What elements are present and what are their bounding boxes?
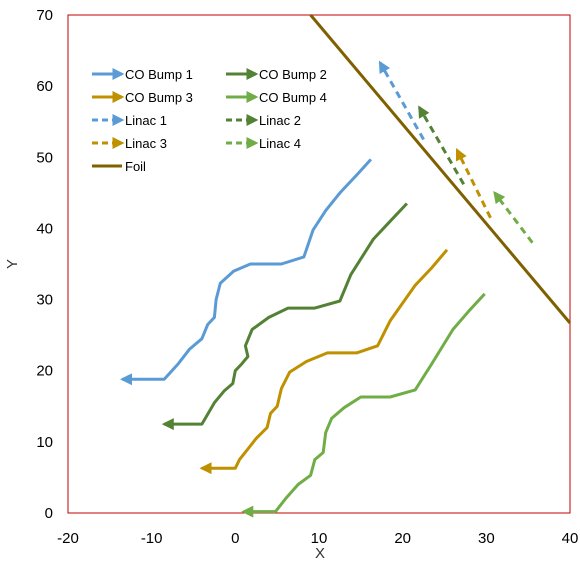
- x-tick-label: 40: [562, 530, 579, 547]
- series-line-linac-1: [378, 60, 425, 141]
- y-tick-label: 40: [36, 220, 53, 237]
- legend-label: CO Bump 4: [259, 90, 327, 105]
- series-line-linac-4: [493, 190, 534, 244]
- series-line-linac-2: [418, 105, 465, 186]
- legend-item-linac-3: Linac 3: [92, 136, 167, 151]
- y-tick-label: 70: [36, 7, 53, 24]
- x-tick-label: -20: [57, 530, 79, 547]
- y-tick-label: 30: [36, 292, 53, 309]
- series-line-co-bump-1: [120, 158, 373, 386]
- y-tick-label: 60: [36, 78, 53, 95]
- x-tick-label: 0: [231, 530, 239, 547]
- legend-item-co-bump-2: CO Bump 2: [226, 67, 327, 82]
- y-tick-label: 50: [36, 149, 53, 166]
- legend-label: CO Bump 3: [125, 90, 193, 105]
- legend-item-co-bump-4: CO Bump 4: [226, 90, 327, 105]
- legend-item-linac-1: Linac 1: [92, 113, 167, 128]
- legend: CO Bump 1 CO Bump 2 CO Bump 3 CO Bump 4 Lina…: [92, 67, 327, 174]
- y-tick-label: 0: [45, 505, 53, 522]
- series-line-linac-3: [455, 148, 492, 219]
- series-line-foil: [309, 14, 572, 324]
- legend-item-co-bump-3: CO Bump 3: [92, 90, 193, 105]
- legend-item-foil: Foil: [92, 159, 146, 174]
- legend-label: Linac 3: [125, 136, 167, 151]
- tick-labels: -20 -10 0 10 20 30 40 0 10 20 30 40 50 60 70: [36, 7, 578, 547]
- legend-item-linac-2: Linac 2: [226, 113, 301, 128]
- x-tick-label: 30: [478, 530, 495, 547]
- x-tick-label: 10: [311, 530, 328, 547]
- y-tick-label: 10: [36, 434, 53, 451]
- plot-area: [67, 14, 571, 514]
- x-axis-title: X: [315, 545, 325, 562]
- legend-label: Linac 4: [259, 136, 301, 151]
- y-tick-label: 20: [36, 363, 53, 380]
- x-tick-label: 20: [394, 530, 411, 547]
- legend-label: Linac 1: [125, 113, 167, 128]
- legend-label: Foil: [125, 159, 146, 174]
- series-line-co-bump-4: [241, 292, 486, 518]
- legend-label: CO Bump 2: [259, 67, 327, 82]
- series-layer: [120, 14, 572, 518]
- x-tick-label: -10: [141, 530, 163, 547]
- legend-item-linac-4: Linac 4: [226, 136, 301, 151]
- legend-label: CO Bump 1: [125, 67, 193, 82]
- series-line-co-bump-3: [199, 248, 449, 475]
- y-axis-title: Y: [4, 259, 21, 269]
- legend-label: Linac 2: [259, 113, 301, 128]
- legend-item-co-bump-1: CO Bump 1: [92, 67, 193, 82]
- series-line-co-bump-2: [161, 202, 408, 431]
